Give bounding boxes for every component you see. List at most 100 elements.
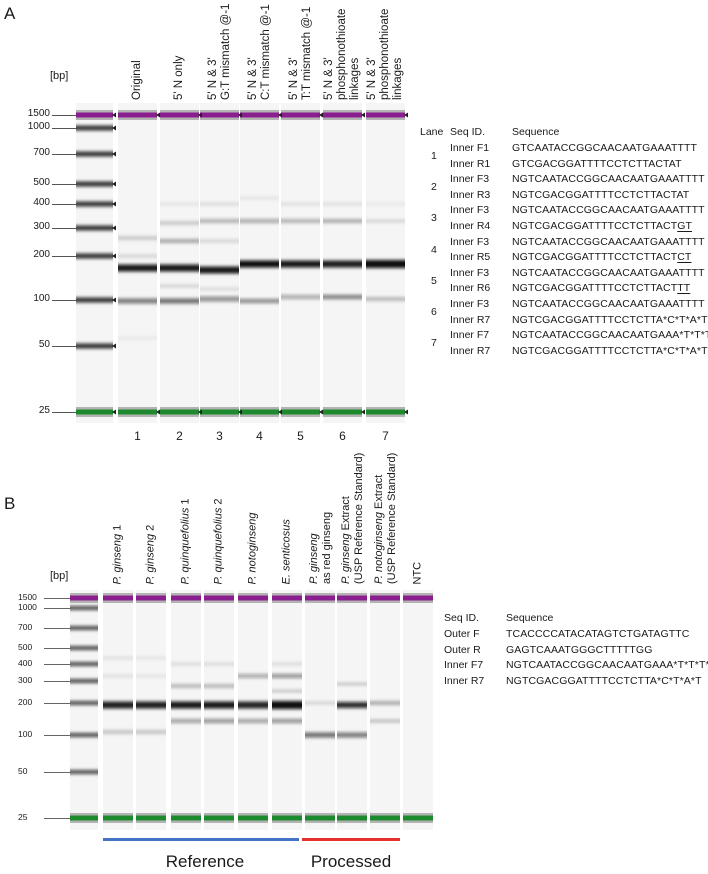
lane-number-4: 4 <box>256 429 263 443</box>
lane-4-band-4 <box>240 299 279 303</box>
ladder-band-100 <box>76 297 113 303</box>
lane-1-tick-upper <box>156 112 160 118</box>
gel-lane-1 <box>118 103 157 423</box>
species-name: P. notoginseng <box>246 512 259 584</box>
lane-title-segment: 1 <box>111 524 124 534</box>
ladder-band-700 <box>70 626 98 630</box>
species-name: P. quinquefolius <box>179 507 192 584</box>
ladder-label-leader <box>44 735 70 736</box>
reference-group-label: Reference <box>165 852 245 871</box>
panel-a-bp-unit: [bp] <box>50 70 69 82</box>
mismatch-underline: GT <box>677 220 693 232</box>
lane-title-text: 5' N & 3' phosphonothioate linkages <box>323 9 362 100</box>
lane-3-band-6 <box>200 296 239 302</box>
table-seq-id: Inner R4 <box>450 220 491 232</box>
ladder-label-leader <box>52 204 76 205</box>
ladder-band-700 <box>76 151 113 157</box>
lane-5-upper-marker <box>281 112 320 118</box>
lane-title-segment: Extract <box>339 496 352 534</box>
lane-7-upper-marker <box>305 595 335 601</box>
ladder-label-200: 200 <box>18 697 33 707</box>
ladder-label-leader <box>44 818 70 819</box>
lane-title-text: P. ginseng 2 <box>145 524 158 584</box>
table-lane-number: 5 <box>431 274 437 287</box>
table-seq-id: Inner F7 <box>444 659 484 672</box>
lane-6-tick-lower <box>361 409 365 415</box>
gel-lane-4 <box>204 590 234 830</box>
ladder-label-400: 400 <box>33 197 50 208</box>
lane-2-band-3 <box>160 239 199 243</box>
lane-title-segment: as red ginseng <box>320 511 332 584</box>
ladder-label-leader <box>52 154 76 155</box>
lane-title-text: 5' N & 3' T:T mismatch @-1 <box>288 7 314 100</box>
lane-2-upper-marker <box>160 112 199 118</box>
lane-title-line: P. notoginseng <box>247 512 260 584</box>
panel-a-letter: A <box>4 4 16 23</box>
lane-6-band-2 <box>272 674 302 678</box>
lane-4-tick-lower <box>278 409 282 415</box>
lane-3-band-2 <box>171 684 201 688</box>
lane-1-band-5 <box>118 336 157 340</box>
ladder-label-leader <box>52 346 76 347</box>
lane-8-band-1 <box>337 682 367 686</box>
lane-5-band-4 <box>281 295 320 299</box>
table-sequence: NGTCGACGGATTTTCCTCTTACTCT <box>512 251 692 264</box>
ladder-band-400 <box>76 201 113 207</box>
lane-title-line: E. senticosus <box>281 519 294 584</box>
ladder-label-1500: 1500 <box>27 108 50 119</box>
lane-title-line: NTC <box>412 561 425 584</box>
table-header-seq-id: Seq ID. <box>450 126 486 138</box>
lane-1-band-4 <box>118 298 157 304</box>
lane-1-band-2 <box>103 674 133 678</box>
lane-7-band-3 <box>366 260 405 268</box>
lane-title-line: G:T mismatch @-1 <box>219 3 232 100</box>
lane-6-band-4 <box>272 701 302 709</box>
lane-7-lower-marker <box>305 815 335 821</box>
table-sequence: NGTCGACGGATTTTCCTCTTACTGT <box>512 220 693 232</box>
lane-title-segment: (USP Reference Standard) <box>385 452 397 584</box>
lane-3-band-1 <box>200 202 239 206</box>
lane-title-line: P. quinquefolius 1 <box>180 498 193 584</box>
lane-2-band-3 <box>136 701 166 709</box>
lane-title-line: P. ginseng 1 <box>112 524 125 584</box>
lane-title-line: C:T mismatch @-1 <box>259 4 272 100</box>
table-sequence: NGTCAATACCGGCAACAATGAAATTTT <box>512 298 705 310</box>
lane-2-band-2 <box>136 674 166 678</box>
lane-5-upper-marker <box>238 595 268 601</box>
lane-2-band-5 <box>160 284 199 288</box>
ladder-label-1000: 1000 <box>18 602 37 612</box>
ladder-band-300 <box>76 225 113 231</box>
table-lane-number: 2 <box>431 181 437 194</box>
lane-1-band-3 <box>103 701 133 709</box>
lane-2-band-4 <box>136 730 166 734</box>
lane-title-line: phosphonothioate <box>379 8 391 100</box>
species-name: P. ginseng <box>144 533 157 584</box>
lane-3-upper-marker <box>171 595 201 601</box>
lane-title-text: 5' N & 3' C:T mismatch @-1 <box>247 4 273 100</box>
lane-7-band-2 <box>366 219 405 223</box>
table-sequence: NGTCGACGGATTTTCCTCTTA*C*T*A*T <box>512 313 708 326</box>
ladder-label-leader <box>44 608 70 609</box>
gel-lane-2 <box>160 103 199 423</box>
lane-title-line: as red ginseng <box>320 512 333 584</box>
lane-2-band-6 <box>160 298 199 304</box>
table-sequence: NGTCGACGGATTTTCCTCTTACTTT <box>512 282 691 295</box>
lane-5-lower-marker <box>281 409 320 415</box>
lane-3-lower-marker <box>171 815 201 821</box>
lane-5-tick-lower <box>319 409 323 415</box>
lane-title-text: 5' N only <box>173 56 186 100</box>
ladder-label-100: 100 <box>33 293 50 304</box>
lane-5-band-1 <box>281 202 320 206</box>
lane-title-line: 5' N & 3' <box>206 57 219 100</box>
ladder-label-700: 700 <box>18 622 33 632</box>
ladder-label-1000: 1000 <box>27 121 50 132</box>
lane-title-segment: 2 <box>212 497 225 508</box>
lane-2-band-1 <box>136 656 166 660</box>
ladder-label-50: 50 <box>38 339 50 350</box>
lane-7-tick-upper <box>404 112 408 118</box>
gel-lane-2 <box>136 590 166 830</box>
lane-2-tick-lower <box>198 409 202 415</box>
lane-title-line: P. notoginseng Extract <box>373 453 386 584</box>
table-sequence: NGTCGACGGATTTTCCTCTTA*C*T*A*T <box>506 674 702 687</box>
lane-3-band-2 <box>200 219 239 223</box>
